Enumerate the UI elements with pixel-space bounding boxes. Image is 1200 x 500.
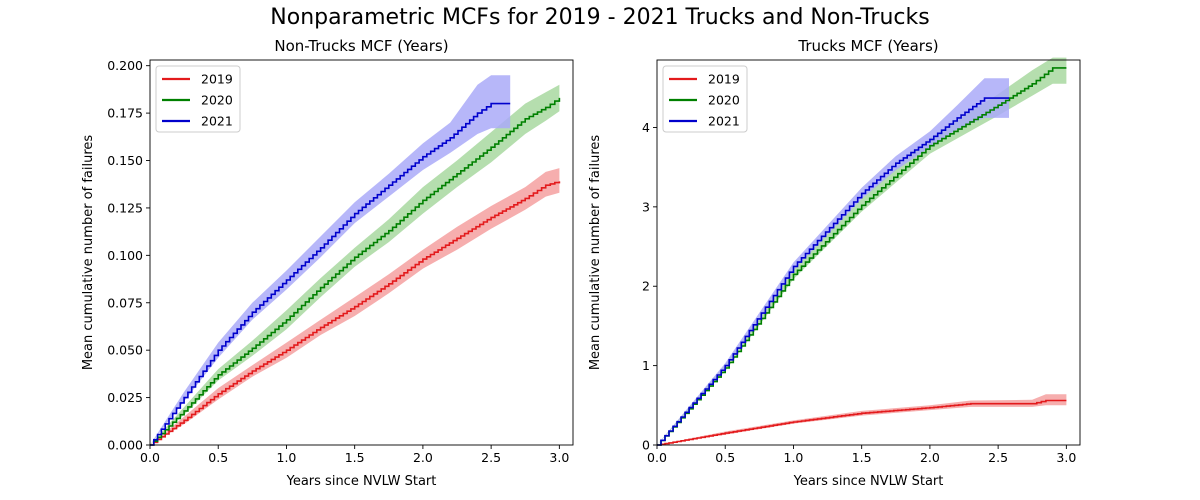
nontrucks-chart: 0.0 0.5 1.0 1.5 2.0 2.5 3.0 0.000 0.025 0.050 0.07… (81, 37, 574, 489)
nontrucks-ytick-label: 0.150 (107, 153, 143, 168)
trucks-xtick-label: 1.5 (852, 450, 872, 465)
trucks-xlabel: Years since NVLW Start (793, 474, 944, 489)
trucks-xtick-label: 0.0 (647, 450, 667, 465)
nontrucks-ytick-label: 0.025 (107, 390, 143, 405)
nontrucks-xtick-label: 2.0 (413, 450, 433, 465)
nontrucks-ytick-label: 0.125 (107, 200, 143, 215)
nontrucks-xtick-label: 0.0 (140, 450, 160, 465)
trucks-xtick-label: 1.0 (784, 450, 804, 465)
nontrucks-band-2021 (150, 75, 511, 445)
figure-title: Nonparametric MCFs for 2019 - 2021 Truck… (270, 5, 930, 30)
trucks-ytick-label: 1 (642, 358, 650, 373)
nontrucks-xlabel: Years since NVLW Start (286, 474, 437, 489)
nontrucks-xtick-label: 2.5 (481, 450, 501, 465)
trucks-xtick-label: 2.0 (920, 450, 940, 465)
trucks-legend-label-2021: 2021 (708, 114, 740, 129)
nontrucks-band-2020 (150, 84, 560, 445)
trucks-band-2021 (657, 78, 1009, 446)
nontrucks-line-2020 (150, 97, 561, 446)
trucks-ytick-label: 3 (642, 199, 650, 214)
nontrucks-title: Non-Trucks MCF (Years) (274, 37, 448, 55)
trucks-ylabel: Mean cumulative number of failures (588, 135, 603, 371)
trucks-xtick-label: 3.0 (1056, 450, 1076, 465)
nontrucks-ytick-label: 0.075 (107, 295, 143, 310)
nontrucks-legend-label-2021: 2021 (201, 114, 233, 129)
nontrucks-axes-frame (149, 59, 574, 446)
trucks-legend-label-2019: 2019 (708, 72, 740, 87)
nontrucks-legend-label-2019: 2019 (201, 72, 233, 87)
nontrucks-xtick-label: 1.0 (277, 450, 297, 465)
trucks-legend-box (662, 65, 748, 133)
nontrucks-xtick-label: 1.5 (345, 450, 365, 465)
trucks-axes-frame (656, 59, 1081, 446)
nontrucks-ytick-label: 0.175 (107, 106, 143, 121)
nontrucks-line-2021 (150, 102, 511, 446)
trucks-line-2021 (657, 97, 1009, 446)
nontrucks-line-2019 (150, 181, 561, 446)
nontrucks-legend-box (155, 65, 241, 133)
nontrucks-xtick-label: 0.5 (208, 450, 228, 465)
nontrucks-ytick-label: 0.100 (107, 248, 143, 263)
trucks-title: Trucks MCF (Years) (797, 37, 938, 55)
trucks-xtick-label: 2.5 (988, 450, 1008, 465)
nontrucks-ylabel: Mean cumulative number of failures (81, 135, 96, 371)
nontrucks-ytick-label: 0.000 (107, 438, 143, 453)
nontrucks-xtick-label: 3.0 (549, 450, 569, 465)
trucks-legend: 2019 2020 2021 (662, 65, 748, 133)
trucks-xtick-label: 0.5 (715, 450, 735, 465)
trucks-band-2020 (657, 57, 1067, 445)
trucks-ytick-label: 0 (642, 438, 650, 453)
trucks-chart: 0.0 0.5 1.0 1.5 2.0 2.5 3.0 0 1 2 3 4 Trucks MCF (Ye… (588, 37, 1081, 489)
nontrucks-ytick-label: 0.050 (107, 343, 143, 358)
trucks-band-2019 (657, 394, 1067, 445)
nontrucks-ytick-label: 0.200 (107, 58, 143, 73)
trucks-ytick-label: 2 (642, 279, 650, 294)
trucks-legend-label-2020: 2020 (708, 93, 740, 108)
nontrucks-legend-label-2020: 2020 (201, 93, 233, 108)
trucks-ytick-label: 4 (642, 120, 650, 135)
nontrucks-legend: 2019 2020 2021 (155, 65, 241, 133)
trucks-line-2019 (657, 399, 1067, 446)
